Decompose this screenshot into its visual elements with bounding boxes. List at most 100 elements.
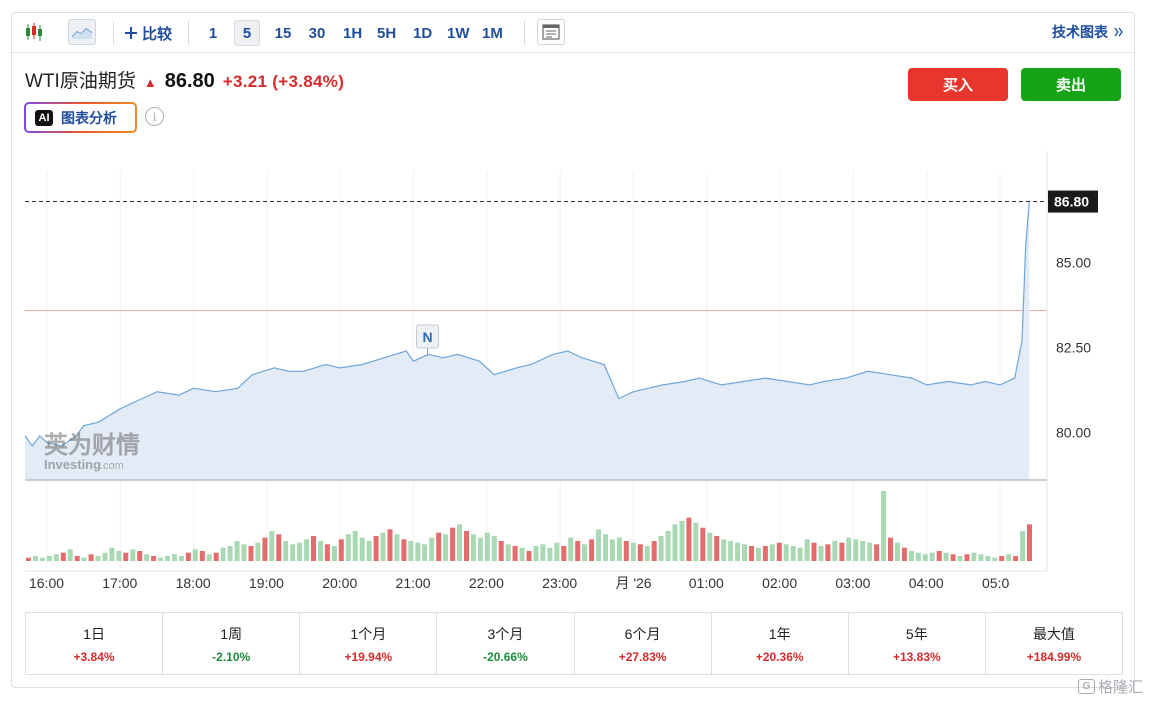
performance-cell[interactable]: 6个月 +27.83%	[575, 613, 712, 674]
volume-bar	[498, 541, 504, 561]
interval-5[interactable]: 5	[234, 20, 260, 46]
performance-period: 1个月	[350, 625, 387, 642]
area-chart-icon[interactable]	[68, 19, 96, 45]
volume-bar	[338, 539, 344, 561]
performance-cell[interactable]: 1年 +20.36%	[712, 613, 849, 674]
performance-value: +184.99%	[1026, 649, 1082, 664]
volume-bar	[436, 532, 442, 561]
performance-cell[interactable]: 1周 -2.10%	[163, 613, 301, 674]
volume-bar	[846, 537, 852, 561]
volume-bar	[797, 547, 803, 561]
volume-bar	[130, 549, 136, 561]
y-tick-label: 85.00	[1056, 255, 1091, 271]
x-tick-label: 19:00	[249, 575, 284, 591]
volume-bar	[484, 532, 490, 561]
volume-bar	[790, 546, 796, 561]
performance-period: 1日	[83, 625, 105, 642]
volume-bar	[304, 539, 310, 561]
last-price-box	[1048, 190, 1098, 213]
interval-30[interactable]: 30	[308, 24, 326, 42]
performance-value: +20.36%	[755, 649, 804, 664]
volume-bar	[387, 529, 393, 561]
performance-value: +27.83%	[618, 649, 667, 664]
volume-bar	[88, 554, 94, 561]
volume-bar	[915, 552, 921, 561]
up-arrow-icon: ▲	[143, 75, 157, 90]
volume-bar	[81, 557, 87, 561]
volume-bar	[999, 556, 1005, 561]
x-tick-label: 04:00	[909, 575, 944, 591]
site-logo-icon: G	[1077, 679, 1095, 694]
volume-bar	[213, 552, 219, 561]
last-price: 86.80	[164, 70, 215, 92]
performance-period: 1周	[220, 625, 243, 642]
volume-bar	[443, 534, 449, 561]
y-tick-label: 82.50	[1056, 340, 1091, 356]
x-tick-label: 17:00	[102, 575, 137, 591]
performance-value: +19.94%	[344, 649, 393, 664]
performance-cell[interactable]: 5年 +13.83%	[849, 613, 986, 674]
interval-1m[interactable]: 1M	[482, 24, 503, 42]
layout-icon[interactable]	[537, 19, 565, 45]
volume-bar	[637, 544, 643, 561]
volume-bar	[895, 542, 900, 561]
volume-bar	[67, 549, 73, 561]
performance-value: +3.84%	[73, 649, 115, 664]
volume-bar	[290, 544, 296, 561]
volume-bar	[464, 531, 469, 561]
volume-bar	[505, 544, 511, 561]
interval-15[interactable]: 15	[274, 24, 292, 42]
volume-bar	[394, 534, 400, 561]
volume-bar	[721, 539, 727, 561]
interval-5h[interactable]: 5H	[377, 24, 397, 42]
sell-button[interactable]: 卖出	[1021, 68, 1121, 101]
volume-bar	[491, 536, 497, 561]
volume-bar	[172, 554, 177, 561]
performance-cell[interactable]: 1个月 +19.94%	[300, 613, 438, 674]
volume-bar	[283, 541, 289, 561]
volume-bar	[199, 551, 205, 561]
volume-bar	[345, 534, 351, 561]
volume-bar	[575, 541, 581, 561]
x-tick-label: 05:0	[982, 575, 1009, 591]
volume-bar	[651, 541, 657, 561]
volume-bar	[276, 534, 282, 561]
interval-1h[interactable]: 1H	[343, 24, 363, 42]
volume-bar	[192, 549, 198, 561]
news-marker[interactable]	[416, 324, 440, 349]
volume-bar	[116, 551, 122, 561]
volume-bar	[783, 544, 789, 561]
volume-bar	[679, 521, 685, 561]
volume-bar	[151, 556, 157, 561]
performance-cell[interactable]: 1日 +3.84%	[26, 613, 164, 674]
info-icon[interactable]: i	[145, 107, 164, 126]
x-tick-label: 01:00	[689, 575, 724, 591]
compare-button[interactable]: 比较	[124, 20, 172, 46]
volume-bar	[742, 544, 747, 561]
performance-cell[interactable]: 最大值 +184.99%	[986, 613, 1122, 674]
volume-bar	[978, 554, 984, 561]
volume-bar	[352, 531, 358, 561]
buy-button[interactable]: 买入	[908, 68, 1008, 101]
volume-bar	[109, 547, 115, 561]
volume-bar	[46, 556, 52, 561]
performance-cell[interactable]: 3个月 -20.66%	[437, 613, 575, 674]
candlestick-chart-icon[interactable]	[20, 19, 48, 45]
plus-icon	[125, 27, 137, 39]
volume-bar	[922, 554, 928, 561]
volume-bar	[1020, 531, 1026, 561]
interval-1[interactable]: 1	[208, 24, 218, 42]
interval-1w[interactable]: 1W	[447, 24, 470, 42]
volume-bar	[380, 532, 386, 561]
volume-bar	[297, 542, 303, 561]
performance-period: 3个月	[487, 625, 524, 642]
interval-1d[interactable]: 1D	[413, 24, 433, 42]
volume-bar	[470, 534, 476, 561]
ai-chart-analysis-button[interactable]: AI 图表分析	[24, 102, 137, 133]
volume-bar	[901, 547, 907, 561]
volume-bar	[255, 542, 261, 561]
tech-chart-link[interactable]: 技术图表	[1052, 22, 1124, 42]
volume-bar	[554, 542, 560, 561]
volume-bar	[137, 551, 143, 561]
